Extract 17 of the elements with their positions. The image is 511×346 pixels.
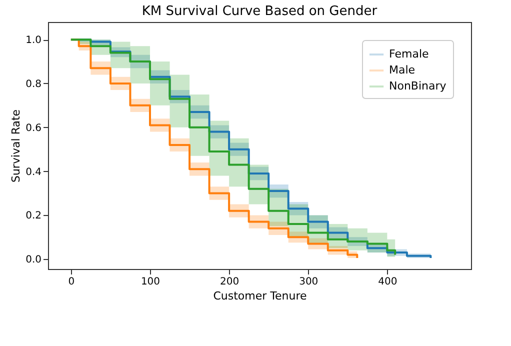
x-tick-label: 400 xyxy=(378,276,398,288)
x-tick-label: 300 xyxy=(299,276,318,288)
y-tick-label: 1.0 xyxy=(26,35,42,46)
y-tick-label: 0.6 xyxy=(26,122,42,134)
y-tick-label: 0.0 xyxy=(26,254,42,266)
legend-label: Male xyxy=(389,64,416,76)
y-tick-label: 0.8 xyxy=(26,78,42,90)
x-tick-label: 200 xyxy=(220,276,240,288)
x-tick-label: 0 xyxy=(68,276,75,288)
legend-label: NonBinary xyxy=(389,80,447,92)
legend-label: Female xyxy=(389,48,430,60)
chart-title: KM Survival Curve Based on Gender xyxy=(142,4,378,19)
y-tick-label: 0.4 xyxy=(26,166,42,178)
x-tick-label: 100 xyxy=(140,276,160,288)
x-axis-title: Customer Tenure xyxy=(213,290,307,302)
y-tick-label: 0.2 xyxy=(26,210,42,222)
y-axis-title: Survival Rate xyxy=(10,109,23,183)
